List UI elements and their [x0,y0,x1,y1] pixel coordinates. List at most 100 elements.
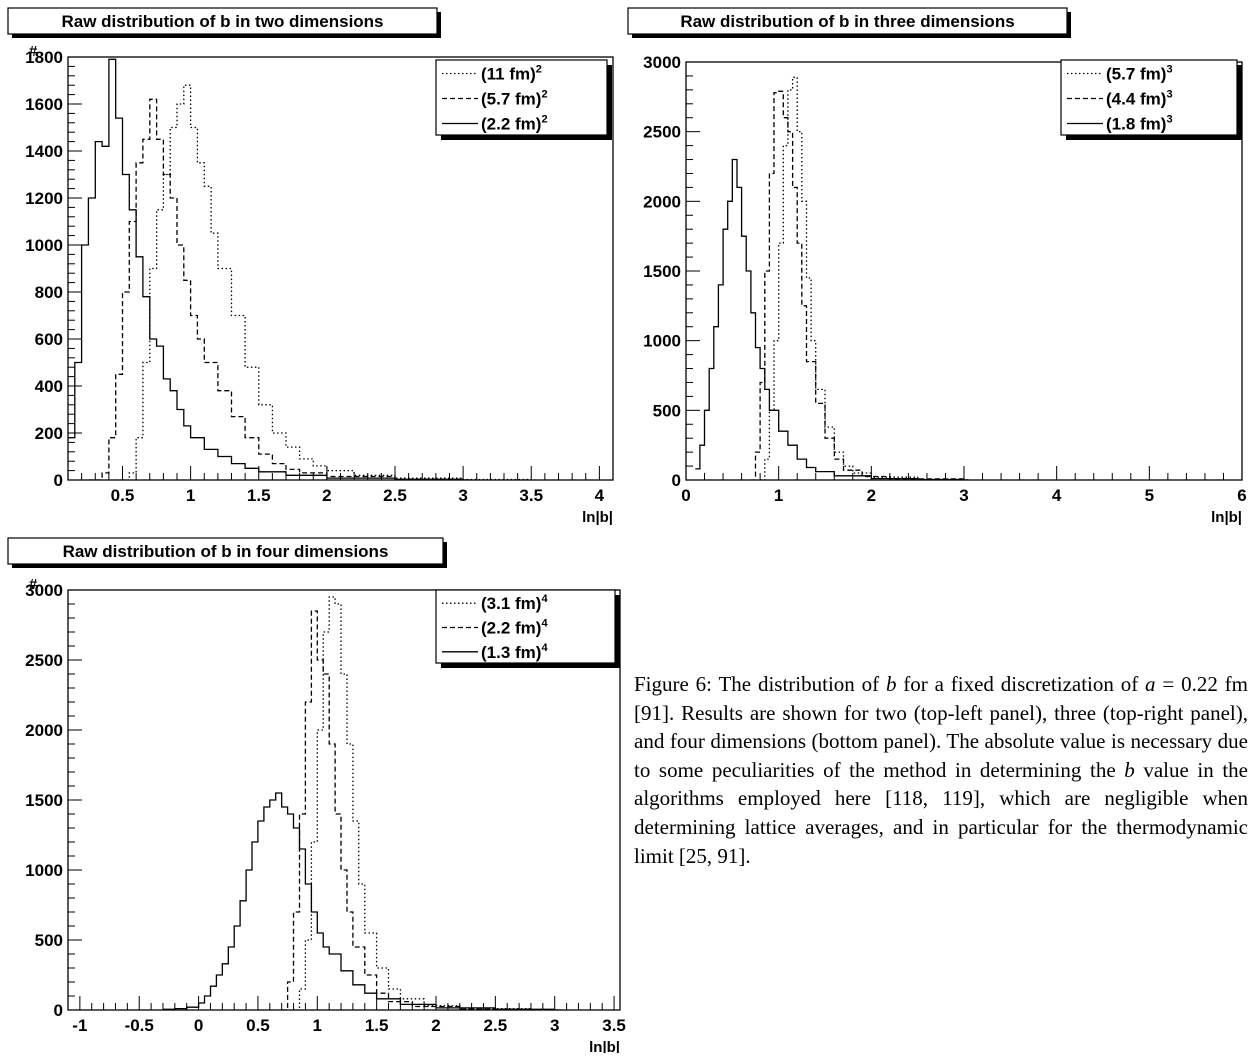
y-axis-label: # [29,43,38,60]
y-tick-label: 1800 [25,48,63,67]
legend-exponent: 3 [1166,64,1172,76]
x-tick-label: -1 [72,1016,87,1035]
legend-exponent: 4 [541,593,548,605]
series-line-3-1 [293,596,537,1010]
legend-label: (1.3 fm)4 [481,642,548,662]
x-tick-label: 3 [458,486,467,505]
legend-exponent: 2 [536,64,542,76]
y-tick-label: 2000 [643,192,681,211]
y-tick-label: 2500 [643,123,681,142]
chart-panel-1: Raw distribution of b in two dimensions 0… [7,7,614,526]
x-tick-label: 0 [681,486,690,505]
y-tick-label: 400 [35,377,63,396]
y-tick-label: 600 [35,330,63,349]
x-tick-label: 6 [1237,486,1246,505]
x-tick-label: 0 [194,1016,203,1035]
x-tick-label: 0.5 [111,486,135,505]
legend-exponent: 3 [1166,89,1172,101]
legend-exponent: 3 [1166,114,1172,126]
caption-part3: = 0.22 fm [91]. Results are shown for tw… [634,672,1248,782]
legend-label: (4.4 fm)3 [1106,89,1173,109]
x-tick-label: 1.5 [247,486,271,505]
figure-caption: Figure 6: The distribution of b for a fi… [634,670,1248,870]
legend-exponent: 4 [541,618,548,630]
legend-label: (2.2 fm)2 [481,114,548,134]
y-axis-label: # [29,576,38,593]
series-line-2-2 [750,90,969,480]
series-line-2-1 [760,76,969,480]
y-tick-label: 1000 [643,332,681,351]
caption-var-b-second: b [1124,757,1135,782]
x-tick-label: 5 [1145,486,1154,505]
y-tick-label: 0 [54,1001,63,1020]
chart-title: Raw distribution of b in three dimension… [680,12,1014,31]
x-axis-label: ln|b| [582,509,613,526]
chart-title-box [627,7,1068,35]
legend-label: (3.1 fm)4 [481,593,548,613]
chart-title-box [7,537,444,565]
legend-label: (5.7 fm)3 [1106,64,1173,84]
legend-box [435,59,608,136]
x-tick-label: 2 [431,1016,440,1035]
x-tick-label: 3 [550,1016,559,1035]
series-line-1-2 [88,98,470,480]
series-line-3-3 [163,792,561,1010]
x-tick-label: 3.5 [519,486,543,505]
legend-exponent: 2 [541,114,547,126]
chart-title-box [7,7,438,35]
chart-panel-3: Raw distribution of b in four dimensions… [7,537,626,1056]
series-line-3-2 [281,610,537,1010]
legend-box [435,589,616,664]
y-tick-label: 1000 [25,236,63,255]
y-tick-label: 0 [54,471,63,490]
caption-var-a: a [1145,672,1156,696]
chart-panel-2: Raw distribution of b in three dimension… [627,7,1247,526]
x-tick-label: 3 [959,486,968,505]
y-tick-label: 3000 [643,53,681,72]
series-line-2-3 [695,158,969,480]
y-tick-label: 2500 [25,651,63,670]
caption-part2: for a fixed discretization of [896,672,1146,696]
x-tick-label: 2.5 [383,486,407,505]
x-tick-label: -0.5 [125,1016,154,1035]
y-tick-label: 200 [35,424,63,443]
x-tick-label: 1 [313,1016,322,1035]
caption-part4: value in the algorithms employed here [1… [634,757,1249,868]
y-tick-label: 0 [672,471,681,490]
y-tick-label: 1600 [25,95,63,114]
y-tick-label: 3000 [25,581,63,600]
chart-title: Raw distribution of b in four dimensions [63,542,389,561]
y-tick-label: 800 [35,283,63,302]
legend-label: (1.8 fm)3 [1106,114,1173,134]
y-tick-label: 1500 [25,791,63,810]
caption-var-b: b [885,672,897,696]
legend-label: (2.2 fm)4 [481,618,548,638]
legend-exponent: 4 [541,642,548,654]
x-tick-label: 2 [867,486,876,505]
legend-label: (5.7 fm)2 [481,89,548,109]
x-tick-label: 2.5 [484,1016,508,1035]
legend-exponent: 2 [541,89,547,101]
chart-title: Raw distribution of b in two dimensions [61,12,383,31]
x-tick-label: 3.5 [602,1016,626,1035]
y-tick-label: 2000 [25,721,63,740]
x-tick-label: 1.5 [365,1016,389,1035]
x-tick-label: 2 [322,486,331,505]
y-tick-label: 500 [35,931,63,950]
y-tick-label: 500 [653,401,681,420]
caption-label: Figure 6: [634,672,712,696]
legend-label: (11 fm)2 [481,64,542,84]
x-axis-label: ln|b| [1211,509,1242,526]
x-axis-label: ln|b| [589,1039,620,1053]
x-tick-label: 4 [1052,486,1062,505]
y-tick-label: 1200 [25,189,63,208]
x-tick-label: 1 [774,486,783,505]
caption-part1: The distribution of [712,672,886,696]
y-tick-label: 1500 [643,262,681,281]
x-tick-label: 1 [186,486,195,505]
y-tick-label: 1400 [25,142,63,161]
x-tick-label: 0.5 [246,1016,270,1035]
series-line-1-3 [68,58,470,480]
